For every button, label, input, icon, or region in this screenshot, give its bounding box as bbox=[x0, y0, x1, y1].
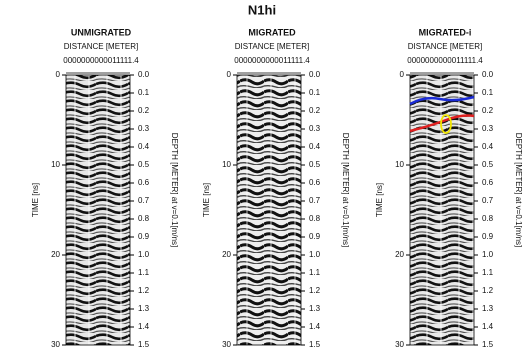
y-tick-label: 30 bbox=[222, 340, 231, 349]
y2-tick-label: 0.9 bbox=[309, 232, 321, 241]
y2-tick-label: 0.4 bbox=[309, 142, 321, 151]
y-tick-label: 10 bbox=[222, 160, 231, 169]
y2-tick-label: 0.5 bbox=[309, 160, 321, 169]
y2-axis-label: DEPTH [METER] at v=0.1[m/ns] bbox=[170, 133, 179, 247]
y2-tick-label: 0.2 bbox=[482, 106, 494, 115]
y-tick-label: 20 bbox=[51, 250, 60, 259]
y2-tick-label: 0.7 bbox=[309, 196, 321, 205]
y2-tick-label: 1.0 bbox=[309, 250, 321, 259]
figure-title: N1hi bbox=[248, 2, 276, 17]
panel: MIGRATED-i DISTANCE [METER] 00000000000111… bbox=[375, 27, 523, 349]
y2-tick-label: 0.5 bbox=[138, 160, 150, 169]
y2-tick-label: 0.7 bbox=[138, 196, 150, 205]
y2-axis-label: DEPTH [METER] at v=0.1[m/ns] bbox=[341, 133, 350, 247]
panel: MIGRATED DISTANCE [METER] 0000000000011111… bbox=[202, 27, 350, 349]
y2-tick-label: 1.3 bbox=[482, 304, 494, 313]
y2-tick-label: 0.9 bbox=[138, 232, 150, 241]
y2-tick-label: 0.4 bbox=[482, 142, 494, 151]
y2-tick-label: 0.2 bbox=[309, 106, 321, 115]
y2-tick-label: 1.0 bbox=[482, 250, 494, 259]
y2-tick-label: 1.3 bbox=[309, 304, 321, 313]
panel: UNMIGRATED DISTANCE [METER] 00000000000111… bbox=[31, 27, 179, 349]
y2-axis-label: DEPTH [METER] at v=0.1[m/ns] bbox=[514, 133, 523, 247]
y2-tick-label: 1.1 bbox=[309, 268, 321, 277]
y-tick-label: 10 bbox=[395, 160, 404, 169]
y2-tick-label: 0.0 bbox=[138, 70, 150, 79]
x-axis-label: DISTANCE [METER] bbox=[235, 42, 310, 51]
y2-tick-label: 1.1 bbox=[482, 268, 494, 277]
y-axis-label: TIME [ns] bbox=[375, 183, 384, 217]
interpreted-horizon-blue bbox=[409, 95, 475, 106]
y-axis-label: TIME [ns] bbox=[31, 183, 40, 217]
y2-tick-label: 0.6 bbox=[309, 178, 321, 187]
y-tick-label: 0 bbox=[400, 70, 405, 79]
y2-tick-label: 1.2 bbox=[309, 286, 321, 295]
y2-tick-label: 0.8 bbox=[482, 214, 494, 223]
y2-tick-label: 1.2 bbox=[482, 286, 494, 295]
y2-tick-label: 1.2 bbox=[138, 286, 150, 295]
y2-tick-label: 0.7 bbox=[482, 196, 494, 205]
y2-tick-label: 0.9 bbox=[482, 232, 494, 241]
anomaly-marker bbox=[440, 114, 452, 134]
y-tick-label: 20 bbox=[395, 250, 404, 259]
y2-tick-label: 0.8 bbox=[309, 214, 321, 223]
panel-title: MIGRATED-i bbox=[419, 27, 472, 37]
y2-tick-label: 0.0 bbox=[309, 70, 321, 79]
y2-tick-label: 0.5 bbox=[482, 160, 494, 169]
y2-tick-label: 1.0 bbox=[138, 250, 150, 259]
y-axis-label: TIME [ns] bbox=[202, 183, 211, 217]
radargram bbox=[65, 74, 131, 346]
y2-tick-label: 0.3 bbox=[309, 124, 321, 133]
y2-tick-label: 0.0 bbox=[482, 70, 494, 79]
y2-tick-label: 1.4 bbox=[309, 322, 321, 331]
y2-tick-label: 0.2 bbox=[138, 106, 150, 115]
y-tick-label: 10 bbox=[51, 160, 60, 169]
panel-title: UNMIGRATED bbox=[71, 27, 132, 37]
y2-tick-label: 0.1 bbox=[138, 88, 150, 97]
x-tick-labels: 0000000000011111.4 bbox=[63, 56, 139, 65]
interpreted-horizon-red bbox=[409, 114, 475, 133]
y2-tick-label: 0.4 bbox=[138, 142, 150, 151]
y2-tick-label: 0.1 bbox=[309, 88, 321, 97]
y2-tick-label: 1.4 bbox=[482, 322, 494, 331]
radargram bbox=[236, 74, 302, 346]
y-tick-label: 30 bbox=[395, 340, 404, 349]
y2-tick-label: 0.6 bbox=[482, 178, 494, 187]
y2-tick-label: 1.4 bbox=[138, 322, 150, 331]
y2-tick-label: 1.1 bbox=[138, 268, 150, 277]
y2-tick-label: 0.3 bbox=[138, 124, 150, 133]
y-tick-label: 20 bbox=[222, 250, 231, 259]
y2-tick-label: 0.3 bbox=[482, 124, 494, 133]
y-tick-label: 30 bbox=[51, 340, 60, 349]
y2-tick-label: 1.5 bbox=[138, 340, 150, 349]
x-axis-label: DISTANCE [METER] bbox=[64, 42, 139, 51]
panel-title: MIGRATED bbox=[248, 27, 296, 37]
y2-tick-label: 0.1 bbox=[482, 88, 494, 97]
y2-tick-label: 0.6 bbox=[138, 178, 150, 187]
x-axis-label: DISTANCE [METER] bbox=[408, 42, 483, 51]
y-tick-label: 0 bbox=[56, 70, 61, 79]
y2-tick-label: 1.5 bbox=[309, 340, 321, 349]
y2-tick-label: 1.5 bbox=[482, 340, 494, 349]
y-tick-label: 0 bbox=[227, 70, 232, 79]
x-tick-labels: 0000000000011111.4 bbox=[407, 56, 483, 65]
x-tick-labels: 0000000000011111.4 bbox=[234, 56, 310, 65]
y2-tick-label: 1.3 bbox=[138, 304, 150, 313]
y2-tick-label: 0.8 bbox=[138, 214, 150, 223]
